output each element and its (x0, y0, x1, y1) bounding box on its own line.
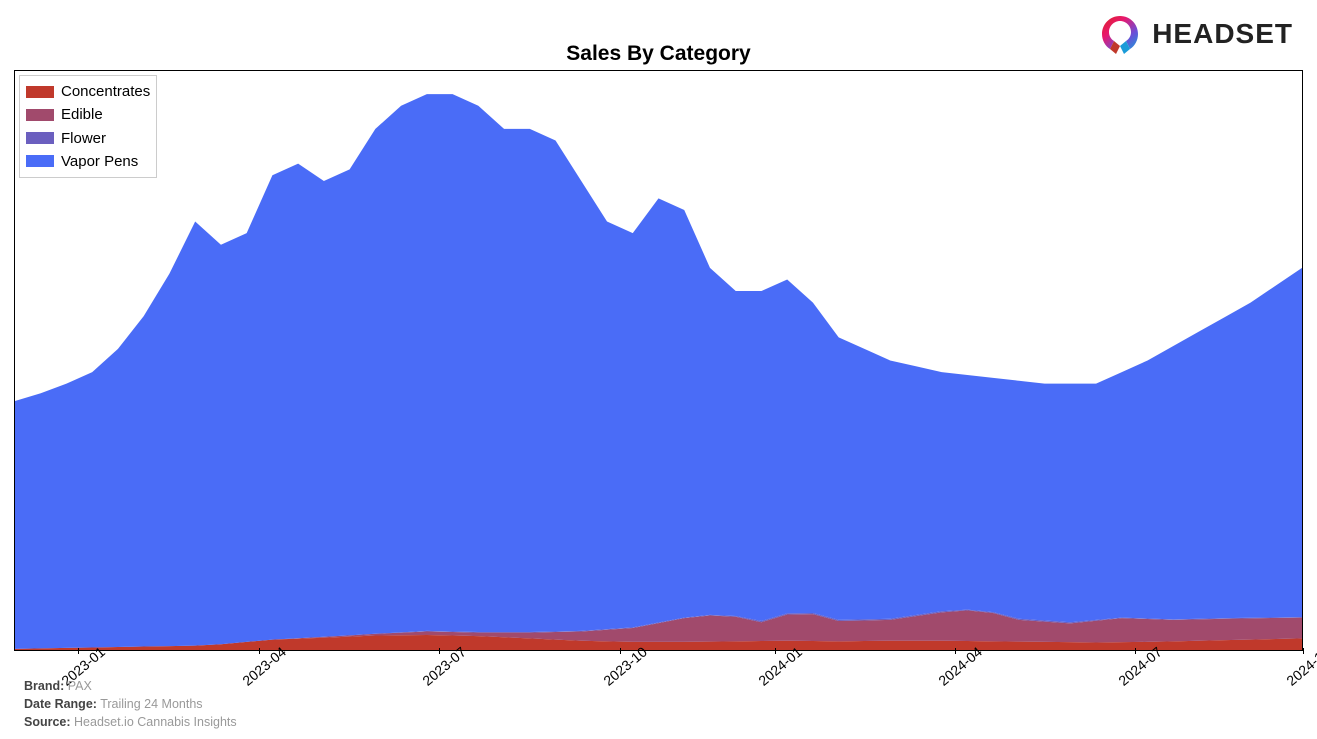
legend-label: Flower (61, 127, 106, 150)
chart-legend: Concentrates Edible Flower Vapor Pens (19, 75, 157, 178)
headset-icon (1096, 10, 1144, 58)
x-tick (775, 648, 776, 654)
chart-metadata: Brand: PAX Date Range: Trailing 24 Month… (24, 677, 237, 731)
chart-container: HEADSET Sales By Category Concentrates E… (0, 0, 1317, 739)
meta-source-value: Headset.io Cannabis Insights (74, 715, 237, 729)
meta-daterange-label: Date Range: (24, 697, 97, 711)
x-tick (620, 648, 621, 654)
x-tick (955, 648, 956, 654)
x-tick (259, 648, 260, 654)
legend-label: Concentrates (61, 80, 150, 103)
legend-swatch (26, 155, 54, 167)
x-tick (1303, 648, 1304, 654)
meta-brand-label: Brand: (24, 679, 64, 693)
chart-plot-area: Concentrates Edible Flower Vapor Pens (14, 70, 1303, 651)
legend-item-vapor: Vapor Pens (26, 150, 150, 173)
meta-brand-value: PAX (68, 679, 92, 693)
chart-title: Sales By Category (566, 42, 750, 66)
meta-daterange-value: Trailing 24 Months (100, 697, 202, 711)
meta-source-row: Source: Headset.io Cannabis Insights (24, 713, 237, 731)
legend-item-flower: Flower (26, 127, 150, 150)
stacked-area-svg (15, 71, 1302, 650)
x-tick (439, 648, 440, 654)
meta-daterange-row: Date Range: Trailing 24 Months (24, 695, 237, 713)
meta-source-label: Source: (24, 715, 71, 729)
x-tick (1135, 648, 1136, 654)
legend-label: Edible (61, 103, 103, 126)
legend-swatch (26, 86, 54, 98)
legend-swatch (26, 132, 54, 144)
legend-swatch (26, 109, 54, 121)
x-tick (78, 648, 79, 654)
brand-logo: HEADSET (1096, 10, 1293, 58)
logo-text: HEADSET (1152, 18, 1293, 50)
legend-item-edible: Edible (26, 103, 150, 126)
meta-brand-row: Brand: PAX (24, 677, 237, 695)
legend-item-concentrates: Concentrates (26, 80, 150, 103)
legend-label: Vapor Pens (61, 150, 138, 173)
